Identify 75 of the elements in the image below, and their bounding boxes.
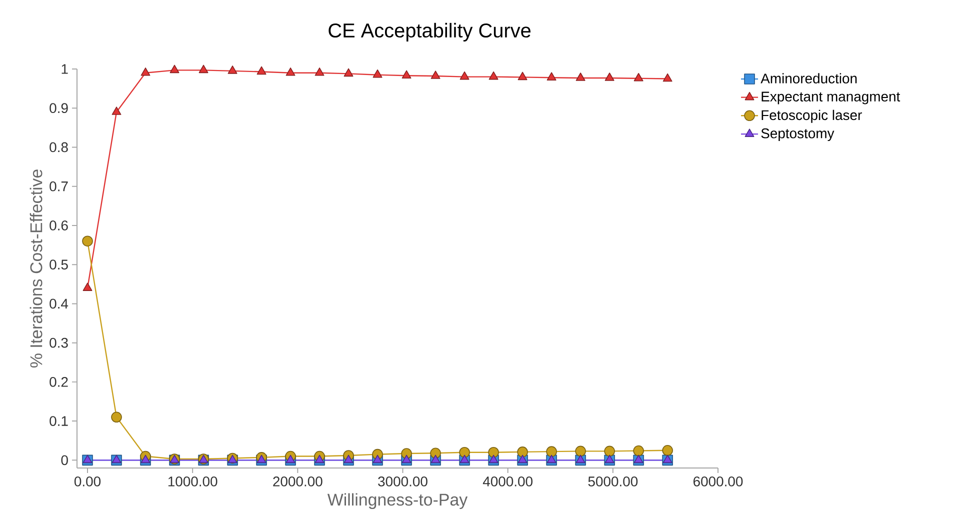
point (140, 454, 150, 464)
point (488, 446, 499, 458)
y-tick-label: 0.7 (50, 181, 68, 192)
point (140, 68, 150, 76)
point (372, 454, 382, 464)
point (662, 73, 672, 82)
point (662, 444, 673, 456)
point (546, 72, 556, 80)
legend-label: Expectant managment (762, 92, 900, 104)
x-tick-label: 3000.00 (378, 476, 428, 486)
point (170, 64, 180, 74)
chart-title: CE Acceptability Curve (328, 22, 530, 42)
y-axis-title: % Iterations Cost-Effective (30, 170, 42, 368)
point (662, 454, 672, 464)
y-tick-label: 0.3 (50, 338, 68, 348)
point (633, 445, 644, 456)
point (518, 454, 528, 464)
point (517, 446, 528, 458)
point (344, 68, 354, 77)
y-tick-label: 0.1 (50, 416, 68, 426)
point (256, 454, 266, 464)
point (546, 454, 556, 464)
point (344, 454, 354, 464)
x-axis-title: Willingness-to-Pay (327, 493, 468, 510)
x-tick-label: 4000.00 (482, 476, 532, 486)
y-tick-label: 0 (61, 455, 68, 466)
point (256, 66, 266, 75)
point (459, 446, 470, 458)
point (402, 454, 412, 464)
y-tick-label: 0.6 (50, 220, 68, 230)
point (112, 454, 122, 464)
point (112, 106, 122, 115)
point (430, 454, 440, 464)
point (488, 71, 498, 80)
y-tick-label: 0.5 (50, 260, 68, 270)
x-tick-label: 6000.00 (693, 476, 743, 486)
point (314, 454, 324, 464)
point (402, 70, 412, 79)
point (488, 454, 498, 464)
point (575, 446, 586, 457)
point (430, 70, 440, 79)
point (228, 66, 238, 74)
x-tick-label: 5000.00 (588, 476, 638, 486)
point (604, 72, 614, 81)
point (82, 282, 92, 291)
point (286, 68, 296, 76)
point (286, 454, 296, 464)
y-tick-label: 0.4 (50, 298, 68, 309)
legend-label: Septostomy (761, 128, 834, 142)
point (634, 454, 644, 464)
point (314, 68, 324, 76)
point (576, 72, 586, 81)
point (604, 446, 615, 457)
point (111, 412, 122, 423)
y-tick-label: 0.2 (50, 376, 68, 387)
x-tick-label: 1000.00 (168, 476, 218, 486)
point (634, 72, 644, 82)
x-tick-label: 0.00 (74, 476, 101, 486)
point (460, 454, 470, 464)
point (372, 69, 382, 78)
point (198, 64, 208, 74)
x-tick-label: 2000.00 (273, 476, 322, 486)
legend-label: Fetoscopic laser (762, 110, 862, 123)
point (546, 446, 557, 457)
point (82, 454, 92, 464)
point (604, 454, 614, 464)
point (430, 448, 441, 459)
y-tick-label: 1 (62, 64, 68, 74)
point (576, 454, 586, 464)
y-tick-label: 0.8 (50, 142, 68, 152)
point (518, 72, 528, 80)
point (82, 236, 93, 247)
legend-label: Aminoreduction (760, 73, 857, 84)
point (460, 71, 470, 80)
y-tick-label: 0.9 (50, 103, 68, 114)
